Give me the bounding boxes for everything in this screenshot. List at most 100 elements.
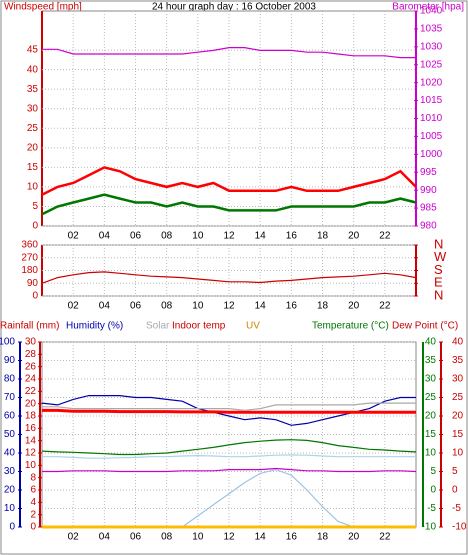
x-tick-label: 22: [379, 532, 391, 543]
y-tick-label: 30: [452, 374, 464, 385]
y-tick-label: -5: [427, 503, 436, 514]
y-tick-label: 30: [425, 374, 437, 385]
y-tick-label: 40: [4, 448, 16, 459]
y-tick-label: 1030: [420, 41, 443, 52]
x-tick-label: 14: [255, 231, 267, 242]
y-tick-label: 80: [4, 374, 16, 385]
y-tick-label: 2: [30, 509, 36, 520]
y-tick-label: 24: [25, 374, 37, 385]
y-tick-label: 30: [27, 103, 39, 114]
y-tick-label: 5: [430, 466, 436, 477]
y-tick-label: 985: [420, 203, 437, 214]
data-line: [42, 454, 416, 459]
y-tick-label: 18: [25, 411, 37, 422]
y-tick-label: 10: [452, 448, 464, 459]
y-tick-label: 1020: [420, 77, 443, 88]
x-tick-label: 20: [348, 301, 360, 312]
y-tick-label: 90: [27, 278, 39, 289]
y-tick-label: 180: [21, 265, 38, 276]
y-tick-label: 35: [27, 84, 39, 95]
x-tick-label: 20: [348, 231, 360, 242]
x-tick-label: 04: [99, 532, 111, 543]
x-tick-label: 10: [192, 301, 204, 312]
x-tick-label: 16: [286, 231, 298, 242]
x-tick-label: 18: [317, 231, 329, 242]
x-tick-label: 12: [223, 532, 235, 543]
y-tick-label: 14: [25, 435, 37, 446]
x-tick-label: 02: [68, 231, 80, 242]
data-line: [42, 408, 416, 414]
y-tick-label: W: [434, 249, 447, 264]
y-tick-label: 1005: [420, 131, 443, 142]
y-tick-label: 90: [4, 355, 16, 366]
y-tick-label: 25: [452, 392, 464, 403]
x-tick-label: 08: [161, 231, 173, 242]
data-line: [41, 166, 417, 196]
y-tick-label: -5: [452, 503, 461, 514]
legend-label: UV: [246, 321, 260, 332]
x-tick-label: 14: [255, 301, 267, 312]
y-tick-label: 0: [430, 485, 436, 496]
y-tick-label: 0: [32, 221, 38, 232]
y-tick-label: 270: [21, 252, 38, 263]
y-axis-title: Windspeed [mph]: [4, 2, 82, 13]
y-tick-label: 6: [30, 485, 36, 496]
y-tick-label: E: [434, 275, 443, 290]
y-tick-label: 70: [4, 392, 16, 403]
y-tick-label: 10: [27, 182, 39, 193]
y-tick-label: 0: [30, 522, 36, 533]
y-tick-label: -10: [422, 522, 437, 533]
y-tick-label: 5: [452, 466, 458, 477]
y-tick-label: 35: [425, 355, 437, 366]
y-tick-label: 30: [4, 466, 16, 477]
y-tick-label: 15: [425, 429, 437, 440]
y-tick-label: 25: [425, 392, 437, 403]
y-tick-label: 35: [452, 355, 464, 366]
y-tick-label: 1025: [420, 59, 443, 70]
x-tick-label: 02: [68, 532, 80, 543]
y-tick-label: 20: [25, 398, 37, 409]
y-tick-label: 360: [21, 240, 38, 251]
x-tick-label: 06: [130, 301, 142, 312]
y-tick-label: 28: [25, 349, 37, 360]
y-tick-label: 990: [420, 185, 437, 196]
chart-title: 24 hour graph day : 16 October 2003: [152, 2, 316, 13]
y-tick-label: 15: [452, 429, 464, 440]
legend-label: Indoor temp: [172, 321, 226, 332]
x-tick-label: 06: [130, 532, 142, 543]
x-tick-label: 02: [68, 301, 80, 312]
y-tick-label: 4: [30, 497, 36, 508]
legend-label: Solar: [146, 321, 170, 332]
x-tick-label: 08: [161, 301, 173, 312]
y-tick-label: 1035: [420, 24, 443, 35]
x-tick-label: 04: [99, 231, 111, 242]
data-line: [42, 47, 416, 59]
data-line: [42, 402, 416, 412]
y-tick-label: 20: [452, 411, 464, 422]
x-tick-label: 10: [192, 532, 204, 543]
y-tick-label: 20: [27, 142, 39, 153]
y-tick-label: 20: [4, 485, 16, 496]
y-tick-label: S: [434, 262, 443, 277]
x-tick-label: 06: [130, 231, 142, 242]
data-line: [42, 467, 417, 473]
y-tick-label: 980: [420, 221, 437, 232]
y-tick-label: N: [434, 236, 443, 251]
legend-label: Temperature (°C): [312, 321, 389, 332]
y-tick-label: 22: [25, 386, 37, 397]
legend-label: Humidity (%): [66, 321, 123, 332]
data-line: [41, 439, 417, 456]
y-tick-label: 25: [27, 123, 39, 134]
y-tick-label: 12: [25, 448, 37, 459]
x-tick-label: 08: [161, 532, 173, 543]
x-tick-label: 20: [348, 532, 360, 543]
y-tick-label: 0: [9, 522, 15, 533]
y-tick-label: 10: [425, 448, 437, 459]
legend-label: Rainfall (mm): [0, 321, 59, 332]
x-tick-label: 10: [192, 231, 204, 242]
y-tick-label: 1010: [420, 113, 443, 124]
y-tick-label: 1015: [420, 95, 443, 106]
x-tick-label: 16: [286, 532, 298, 543]
